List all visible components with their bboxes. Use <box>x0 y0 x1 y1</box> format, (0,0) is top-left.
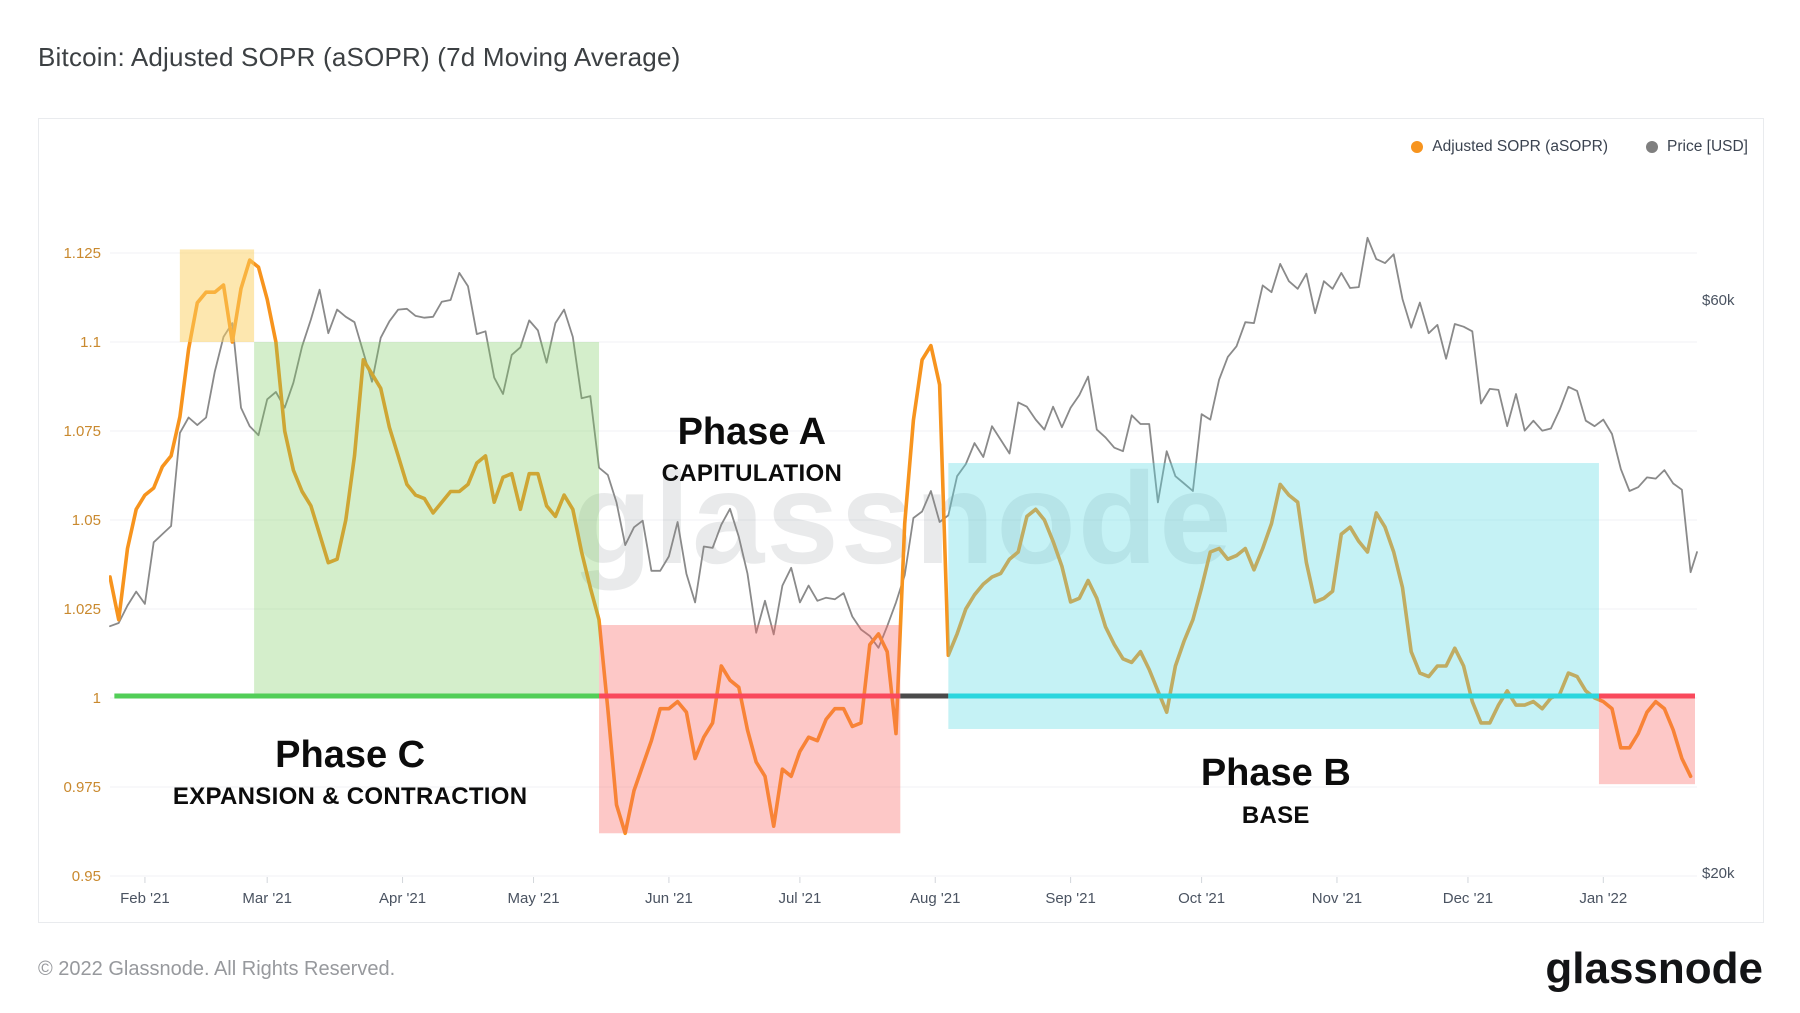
x-axis-month-label: Jun '21 <box>645 890 693 907</box>
price-series-dot-icon <box>1646 141 1659 153</box>
left-axis-tick-label: 1 <box>93 690 101 707</box>
left-axis-tick-label: 1.025 <box>63 601 101 618</box>
x-axis-month-label: Mar '21 <box>242 890 292 907</box>
x-axis-month-label: Sep '21 <box>1045 890 1095 907</box>
shade-box-end-red <box>1598 696 1695 785</box>
legend-item-price[interactable]: Price [USD] <box>1646 138 1748 156</box>
chart-legend: Adjusted SOPR (aSOPR) Price [USD] <box>1411 138 1748 156</box>
x-axis-month-label: Aug '21 <box>910 890 960 907</box>
x-axis-month-label: Feb '21 <box>120 890 170 907</box>
left-axis-tick-label: 0.975 <box>63 779 101 796</box>
x-axis-month-label: Jul '21 <box>778 890 821 907</box>
left-axis-tick-label: 1.1 <box>80 334 101 351</box>
glassnode-logo: glassnode <box>1545 944 1763 993</box>
x-axis-month-label: Dec '21 <box>1443 890 1493 907</box>
legend-label-price: Price [USD] <box>1667 138 1748 155</box>
shade-box-phase-b-cyan <box>948 463 1599 729</box>
right-axis-tick-label: $20k <box>1702 865 1735 882</box>
left-axis-tick-label: 1.05 <box>72 512 101 529</box>
shade-box-phase-a-red <box>599 625 901 834</box>
footer-copyright: © 2022 Glassnode. All Rights Reserved. <box>38 958 396 980</box>
right-axis-tick-label: $60k <box>1702 292 1735 309</box>
shade-box-early-peak-yellow <box>179 249 255 342</box>
left-axis-tick-label: 1.125 <box>63 245 101 262</box>
left-axis-tick-label: 0.95 <box>72 868 101 885</box>
series-price-line <box>109 236 1698 649</box>
x-axis-month-label: Jan '22 <box>1579 890 1627 907</box>
series-asopr-line <box>109 258 1693 836</box>
page-title: Bitcoin: Adjusted SOPR (aSOPR) (7d Movin… <box>38 42 681 72</box>
x-axis-month-label: May '21 <box>508 890 560 907</box>
left-axis-tick-label: 1.075 <box>63 423 101 440</box>
legend-item-asopr[interactable]: Adjusted SOPR (aSOPR) <box>1411 138 1608 156</box>
legend-label-asopr: Adjusted SOPR (aSOPR) <box>1432 138 1609 155</box>
x-axis-month-label: Apr '21 <box>379 890 426 907</box>
x-axis-month-label: Nov '21 <box>1312 890 1362 907</box>
x-axis-month-label: Oct '21 <box>1178 890 1225 907</box>
asopr-series-dot-icon <box>1411 141 1424 153</box>
shade-box-phase-c-green <box>254 342 600 697</box>
